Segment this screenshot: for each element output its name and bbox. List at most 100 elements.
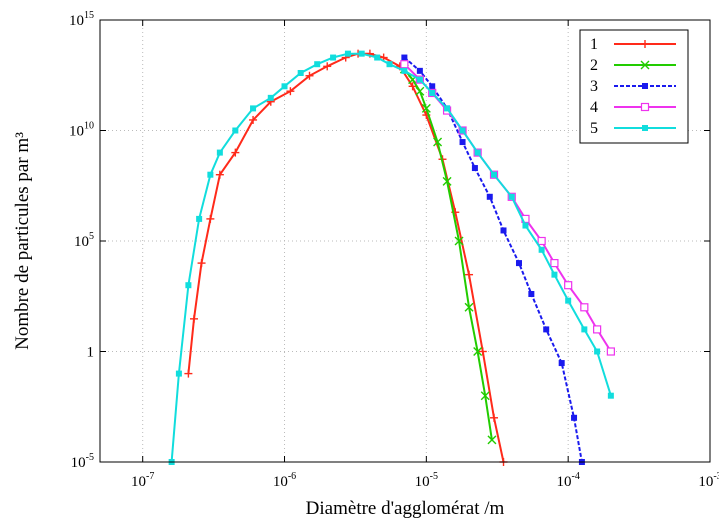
data-point (528, 290, 535, 297)
data-point (550, 259, 559, 268)
data-point (465, 270, 474, 279)
data-point (538, 246, 545, 253)
data-point (473, 347, 483, 356)
legend-label: 2 (590, 57, 598, 74)
data-point (515, 260, 522, 267)
x-tick-label: 10-7 (131, 471, 154, 490)
data-point (281, 83, 288, 90)
data-point (286, 87, 295, 96)
series-line (187, 52, 505, 463)
data-point (232, 127, 239, 134)
series-5 (168, 50, 614, 465)
data-point (297, 69, 304, 76)
data-point (454, 236, 464, 246)
series-layer (168, 49, 615, 466)
data-point (197, 259, 206, 268)
data-point (415, 86, 425, 96)
data-point (565, 297, 572, 304)
data-point (184, 369, 193, 378)
legend-marker (642, 83, 648, 89)
legend-marker (642, 125, 648, 131)
data-point (250, 105, 257, 112)
data-point (593, 325, 602, 334)
data-point (314, 61, 321, 68)
data-point (500, 227, 507, 234)
data-point (185, 282, 192, 289)
data-point (429, 83, 436, 90)
data-point (558, 360, 565, 367)
data-point (408, 82, 417, 91)
legend-label: 1 (590, 36, 598, 53)
x-tick-label: 10-4 (557, 471, 580, 490)
data-point (459, 139, 466, 146)
data-point (580, 303, 589, 312)
data-point (249, 115, 258, 124)
data-point (231, 148, 240, 157)
data-point (442, 176, 452, 186)
data-point (508, 193, 515, 200)
data-point (474, 149, 481, 156)
data-point (551, 271, 558, 278)
data-point (207, 171, 214, 178)
data-point (215, 170, 224, 179)
data-point (416, 76, 423, 83)
legend: 1 2 3 4 5 (579, 29, 689, 144)
data-point (429, 89, 436, 96)
series-line (403, 68, 493, 441)
data-point (522, 222, 529, 229)
data-point (464, 302, 474, 312)
data-point (433, 137, 443, 147)
data-point (401, 54, 408, 61)
data-point (305, 71, 314, 80)
data-point (571, 414, 578, 421)
legend-label: 5 (590, 120, 598, 137)
data-point (581, 326, 588, 333)
y-tick-label: 1015 (69, 10, 94, 29)
y-tick-label: 1 (87, 345, 95, 361)
legend-label: 4 (590, 99, 598, 116)
data-point (386, 61, 393, 68)
data-point (267, 94, 274, 101)
data-point (543, 326, 550, 333)
data-point (374, 54, 381, 61)
data-point (594, 348, 601, 355)
data-point (491, 171, 498, 178)
legend-marker (640, 60, 650, 70)
data-point (490, 413, 499, 422)
x-tick-label: 10-3 (698, 471, 719, 490)
data-point (206, 214, 215, 223)
data-point (189, 314, 198, 323)
data-point (564, 281, 573, 290)
legend-marker (640, 102, 650, 112)
tick-layer: 10-7 10-6 10-5 10-4 10-3 10-5 1 105 1010 1015 (69, 10, 719, 490)
legend-item: 5 (590, 120, 676, 137)
data-point (478, 347, 487, 356)
x-tick-label: 10-5 (415, 471, 438, 490)
y-tick-label: 1010 (69, 121, 94, 140)
data-point (400, 60, 409, 69)
y-axis-title: Nombre de particules par m³ (12, 132, 33, 350)
legend-item: 1 (590, 36, 676, 53)
data-point (344, 50, 351, 57)
y-tick-label: 105 (74, 231, 94, 250)
series-2 (399, 64, 497, 445)
legend-item: 2 (590, 57, 676, 74)
legend-marker (641, 40, 649, 48)
data-point (607, 392, 614, 399)
legend-item: 3 (590, 78, 676, 95)
data-point (459, 127, 466, 134)
x-axis-title: Diamètre d'agglomérat /m (306, 498, 505, 519)
data-point (416, 67, 423, 74)
y-tick-label: 10-5 (71, 452, 94, 471)
data-point (401, 67, 408, 74)
data-point (216, 149, 223, 156)
series-1 (184, 49, 508, 466)
data-point (421, 103, 431, 113)
data-point (486, 193, 493, 200)
data-point (471, 165, 478, 172)
x-tick-label: 10-6 (273, 471, 296, 490)
legend-item: 4 (590, 99, 676, 116)
data-point (175, 370, 182, 377)
data-point (606, 347, 615, 356)
